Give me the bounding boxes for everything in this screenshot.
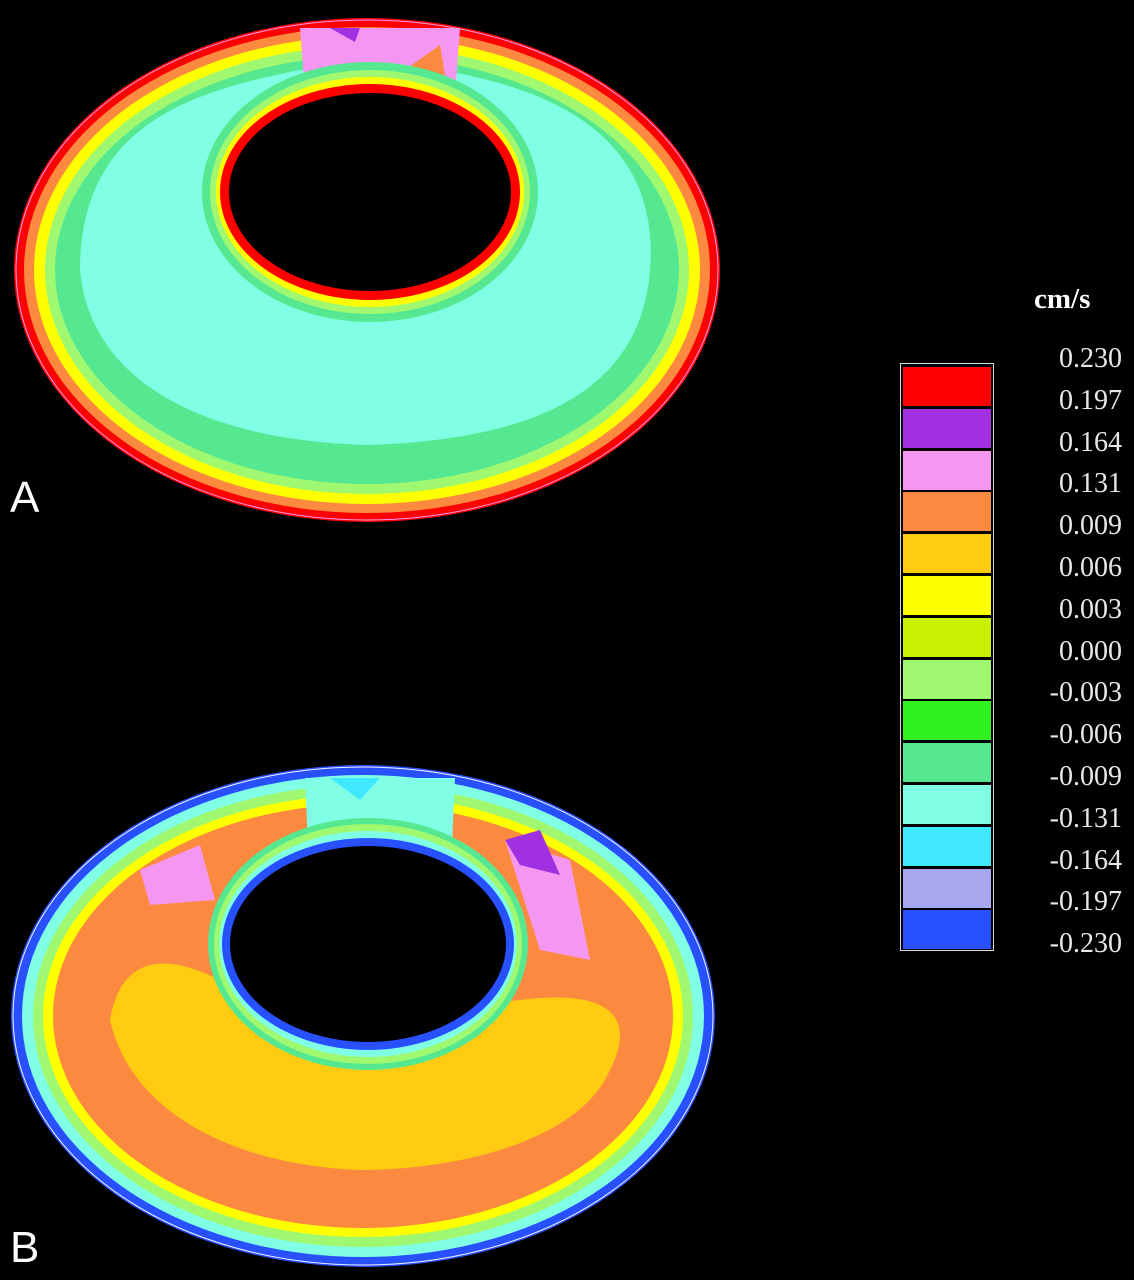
colorbar — [900, 363, 994, 951]
panel-a-contour — [14, 18, 720, 522]
colorbar-tick-label: 0.164 — [1059, 426, 1122, 458]
colorbar-swatch — [903, 701, 991, 741]
colorbar-tick-label: -0.003 — [1049, 677, 1122, 709]
colorbar-tick-label: -0.230 — [1049, 928, 1122, 960]
panel-b-contour — [11, 765, 715, 1267]
colorbar-swatch — [903, 408, 991, 448]
colorbar-tick-label: 0.131 — [1059, 468, 1122, 500]
colorbar-swatch — [903, 367, 991, 406]
colorbar-tick-label: -0.006 — [1049, 719, 1122, 751]
colorbar-swatch — [903, 826, 991, 866]
colorbar-tick-label: 0.197 — [1059, 384, 1122, 416]
colorbar-swatch — [903, 534, 991, 574]
colorbar-tick-label: -0.164 — [1049, 844, 1122, 876]
colorbar-tick-label: 0.230 — [1059, 343, 1122, 374]
colorbar-tick-label: 0.000 — [1059, 635, 1122, 667]
legend-unit: cm/s — [1034, 283, 1091, 315]
colorbar-swatch — [903, 492, 991, 532]
panel-b-label: B — [10, 1223, 40, 1272]
colorbar-swatch — [903, 743, 991, 783]
colorbar-tick-label: -0.131 — [1049, 802, 1122, 834]
colorbar-tick-label: -0.197 — [1049, 886, 1122, 918]
colorbar-swatch — [903, 785, 991, 824]
colorbar-swatch — [903, 868, 991, 908]
colorbar-swatch — [903, 659, 991, 699]
colorbar-swatch — [903, 450, 991, 490]
colorbar-swatch — [903, 617, 991, 657]
colorbar-tick-label: 0.003 — [1059, 593, 1122, 625]
colorbar-swatch — [903, 910, 991, 950]
colorbar-swatch — [903, 576, 991, 615]
panel-a-label: A — [10, 473, 40, 522]
colorbar-tick-label: 0.009 — [1059, 510, 1122, 542]
colorbar-tick-label: 0.006 — [1059, 552, 1122, 583]
colorbar-tick-label: -0.009 — [1049, 761, 1122, 792]
